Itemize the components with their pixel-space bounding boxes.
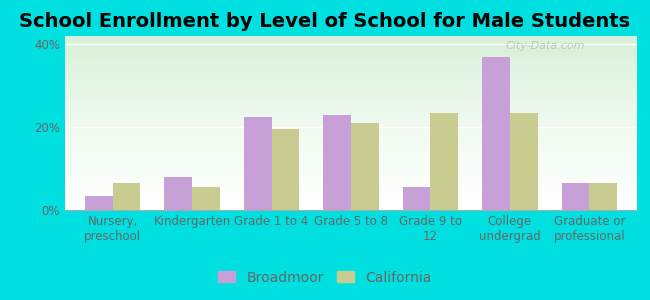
Bar <box>192 187 220 210</box>
Bar <box>323 115 351 210</box>
Bar <box>351 123 379 210</box>
Text: School Enrollment by Level of School for Male Students: School Enrollment by Level of School for… <box>20 12 630 31</box>
Bar <box>244 117 272 210</box>
Bar <box>562 183 590 210</box>
Bar <box>510 112 538 210</box>
Bar <box>430 112 458 210</box>
Bar <box>402 187 430 210</box>
Bar <box>482 57 510 210</box>
Legend: Broadmoor, California: Broadmoor, California <box>213 265 437 290</box>
Bar <box>272 129 300 210</box>
Bar <box>85 196 112 210</box>
Bar <box>112 183 140 210</box>
Bar <box>164 177 192 210</box>
Text: City-Data.com: City-Data.com <box>506 41 585 51</box>
Bar <box>590 183 617 210</box>
